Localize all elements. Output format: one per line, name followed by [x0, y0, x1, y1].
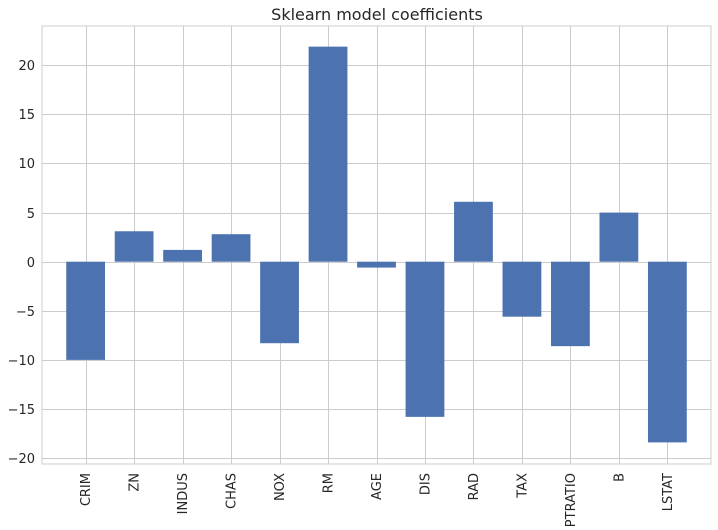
x-tick-label: PTRATIO	[564, 473, 579, 527]
y-tick-label: −15	[8, 403, 35, 418]
bar-ptratio	[551, 261, 590, 347]
y-tick-label: 5	[27, 207, 35, 222]
y-tick-label: −10	[8, 354, 35, 369]
x-tick-label: TAX	[515, 473, 530, 499]
y-tick-label: −20	[8, 452, 35, 467]
x-tick-label: ZN	[128, 473, 143, 492]
x-tick-label: NOX	[273, 473, 288, 501]
bar-rm	[308, 46, 348, 262]
bars	[66, 46, 687, 443]
x-axis-ticks: CRIM ZN INDUS CHAS NOX RM AGE DIS RAD TAX PTRATIO B…	[79, 473, 676, 527]
bar-nox	[260, 261, 299, 344]
x-tick-label: RAD	[467, 473, 482, 500]
x-tick-label: LSTAT	[661, 473, 676, 511]
y-tick-label: 15	[18, 108, 35, 123]
y-tick-label: −5	[16, 305, 35, 320]
chart-title: Sklearn model coefficients	[271, 5, 483, 24]
bar-age	[357, 261, 396, 268]
y-tick-label: 20	[18, 59, 35, 74]
x-tick-label: CHAS	[225, 473, 240, 509]
bar-rad	[454, 201, 493, 262]
x-tick-label: DIS	[418, 473, 433, 495]
bar-zn	[114, 231, 154, 262]
plot-area-border	[41, 25, 712, 465]
x-tick-label: INDUS	[176, 473, 191, 514]
x-tick-label: RM	[322, 473, 337, 493]
bar-dis	[405, 261, 445, 417]
x-tick-label: AGE	[370, 473, 385, 500]
bar-tax	[502, 261, 542, 317]
y-tick-label: 0	[27, 256, 35, 271]
bar-crim	[66, 261, 106, 360]
y-tick-label: 10	[18, 157, 35, 172]
x-tick-label: CRIM	[79, 473, 94, 506]
bar-chas	[211, 234, 251, 262]
x-tick-label: B	[612, 473, 627, 482]
bar-b	[599, 212, 639, 262]
bar-indus	[163, 249, 202, 262]
y-axis-ticks: −20 −15 −10 −5 0 5 10 15 20	[8, 59, 35, 467]
bar-lstat	[647, 261, 687, 443]
